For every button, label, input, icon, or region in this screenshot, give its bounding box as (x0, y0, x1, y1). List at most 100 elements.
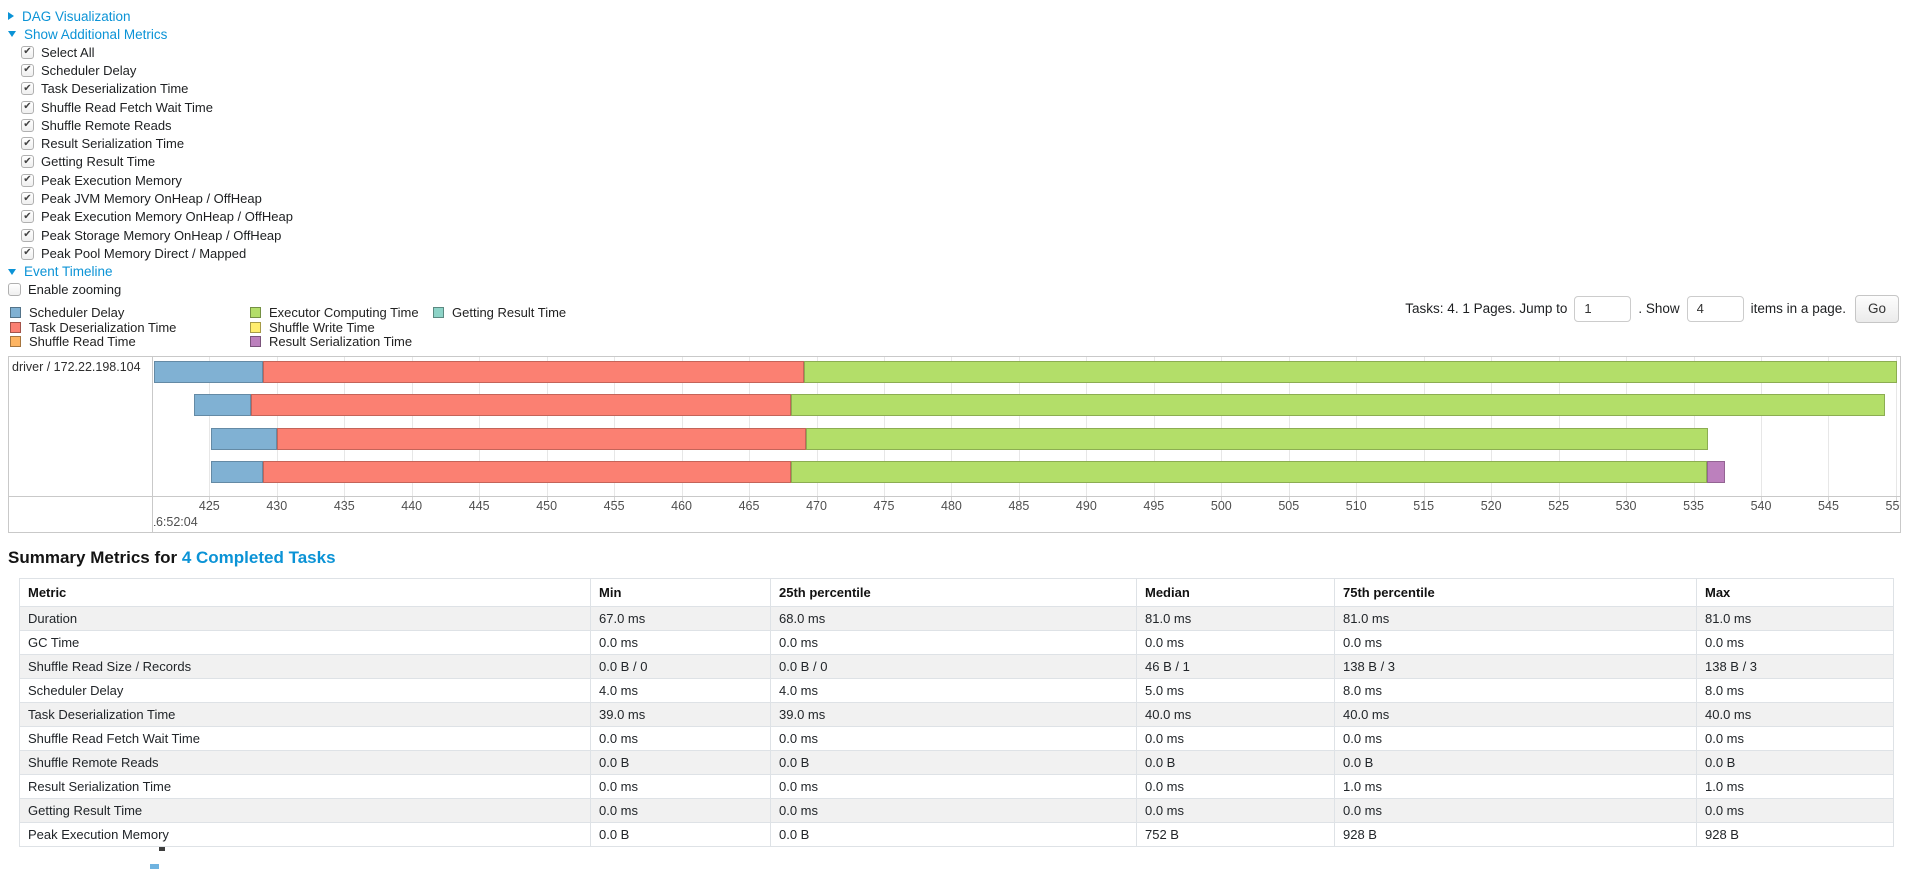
timeline-gridline (1356, 356, 1358, 496)
timeline-tick (1018, 496, 1020, 501)
pagination-summary-text: Tasks: 4. 1 Pages. Jump to (1405, 301, 1568, 317)
metric-checkbox-row: Task Deserialization Time (21, 80, 1901, 98)
timeline-gridline (344, 356, 346, 496)
metric-checkbox[interactable] (21, 210, 34, 224)
dag-visualization-link[interactable]: DAG Visualization (22, 8, 131, 24)
timeline-tick-label: 485 (1008, 498, 1030, 513)
timeline-bar-segment[interactable] (263, 461, 791, 484)
metric-checkbox-label: Peak JVM Memory OnHeap / OffHeap (41, 191, 262, 207)
timeline-plot-area: 425 430 435 440 445 450 455 460 465 470 475 480 485 4… (154, 356, 1900, 532)
timeline-axis-line (9, 495, 1900, 497)
timeline-bar-segment[interactable] (251, 394, 791, 417)
summary-column-header: Metric (19, 577, 591, 607)
go-button[interactable]: Go (1854, 294, 1899, 323)
timeline-bar-segment[interactable] (790, 461, 1708, 484)
timeline-bar-segment[interactable] (804, 360, 1898, 383)
timeline-bar-segment[interactable] (1707, 461, 1725, 484)
timeline-gridline (1626, 356, 1628, 496)
metric-checkbox[interactable] (21, 63, 34, 77)
dag-visualization-toggle[interactable]: DAG Visualization (8, 7, 1901, 25)
timeline-gridline (1086, 356, 1088, 496)
metric-value-cell: 0.0 ms (770, 773, 1137, 799)
completed-tasks-link[interactable]: 4 Completed Tasks (181, 547, 336, 567)
metric-checkbox[interactable] (21, 155, 34, 169)
executor-group-label: driver / 172.22.198.104 (12, 359, 141, 374)
timeline-legend: Scheduler Delay Task Deserialization Time… (8, 305, 648, 349)
metric-value-cell: 752 B (1136, 821, 1335, 847)
timeline-gridline (1558, 356, 1560, 496)
event-timeline-toggle[interactable]: Event Timeline (8, 263, 1901, 281)
metric-name-cell: Result Serialization Time (19, 773, 591, 799)
timeline-gridline (816, 356, 818, 496)
legend-swatch-icon (250, 321, 261, 333)
timeline-gridline (1828, 356, 1830, 496)
event-timeline-link[interactable]: Event Timeline (24, 264, 113, 280)
cutoff-next-section (8, 846, 1901, 869)
timeline-tick-label: 545 (1818, 498, 1839, 513)
timeline-tick (1423, 496, 1425, 501)
summary-column-header: 25th percentile (770, 577, 1137, 607)
metric-checkbox[interactable] (21, 192, 34, 206)
legend-item: Shuffle Read Time (10, 334, 250, 349)
timeline-bar-segment[interactable] (805, 427, 1709, 450)
metric-checkbox-row: Select All (21, 43, 1901, 61)
metric-value-cell: 81.0 ms (1696, 605, 1894, 631)
metric-checkbox-label: Scheduler Delay (41, 62, 137, 78)
metric-checkbox-row: Peak JVM Memory OnHeap / OffHeap (21, 189, 1901, 207)
timeline-tick-label: 475 (873, 498, 895, 513)
timeline-bar-segment[interactable] (210, 461, 264, 484)
metric-checkbox[interactable] (21, 118, 34, 132)
timeline-bar-segment[interactable] (154, 360, 264, 383)
event-timeline-chart: driver / 172.22.198.104 425 430 435 440 445 4… (8, 355, 1901, 533)
timeline-tick (1828, 496, 1830, 501)
metric-checkbox[interactable] (21, 246, 34, 260)
timeline-tick-label: 450 (536, 498, 558, 513)
show-additional-metrics-link[interactable]: Show Additional Metrics (24, 26, 168, 42)
metric-checkbox[interactable] (21, 137, 34, 151)
summary-column-header: Max (1696, 577, 1894, 607)
timeline-gridline (1018, 356, 1020, 496)
enable-zooming-label: Enable zooming (28, 282, 122, 298)
timeline-tick (681, 496, 683, 501)
timeline-gridline (1491, 356, 1493, 496)
metric-value-cell: 0.0 ms (770, 797, 1137, 823)
metric-checkbox[interactable] (21, 45, 34, 59)
jump-to-page-input[interactable] (1574, 295, 1632, 322)
legend-item: Task Deserialization Time (10, 320, 250, 335)
timeline-bar-segment[interactable] (210, 427, 277, 450)
metric-value-cell: 81.0 ms (1136, 605, 1335, 631)
timeline-tick (546, 496, 548, 501)
enable-zooming-row: Enable zooming (8, 281, 1901, 299)
timeline-tick-label: 425 (198, 498, 220, 513)
timeline-tick (1626, 496, 1628, 501)
items-per-page-input[interactable] (1686, 295, 1744, 322)
metric-value-cell: 39.0 ms (590, 701, 771, 727)
timeline-bar-segment[interactable] (276, 427, 806, 450)
metric-checkbox-label: Shuffle Read Fetch Wait Time (41, 99, 213, 115)
metric-checkbox-row: Peak Storage Memory OnHeap / OffHeap (21, 226, 1901, 244)
expand-arrow-icon (8, 31, 16, 37)
timeline-tick (883, 496, 885, 501)
summary-metrics-heading: Summary Metrics for 4 Completed Tasks (8, 548, 1901, 568)
metric-checkbox[interactable] (21, 100, 34, 114)
legend-swatch-icon (250, 306, 261, 318)
metric-value-cell: 4.0 ms (590, 677, 771, 703)
timeline-gridline (546, 356, 548, 496)
timeline-tick-label: 435 (333, 498, 355, 513)
show-additional-metrics-toggle[interactable]: Show Additional Metrics (8, 25, 1901, 43)
timeline-bar-segment[interactable] (263, 360, 805, 383)
pagination-show-text: . Show (1638, 301, 1680, 317)
metric-value-cell: 0.0 ms (1334, 797, 1697, 823)
legend-swatch-icon (433, 306, 444, 318)
metric-name-cell: Task Deserialization Time (19, 701, 591, 727)
metric-checkbox-label: Result Serialization Time (41, 136, 185, 152)
legend-item: Getting Result Time (433, 305, 648, 320)
enable-zooming-checkbox[interactable] (8, 283, 21, 297)
metric-checkbox[interactable] (21, 173, 34, 187)
timeline-tick-label: 470 (806, 498, 827, 513)
metric-checkbox[interactable] (21, 82, 34, 96)
metric-checkbox[interactable] (21, 228, 34, 242)
timeline-bar-segment[interactable] (194, 394, 252, 417)
timeline-bar-segment[interactable] (790, 394, 1886, 417)
metric-value-cell: 0.0 ms (590, 725, 771, 751)
